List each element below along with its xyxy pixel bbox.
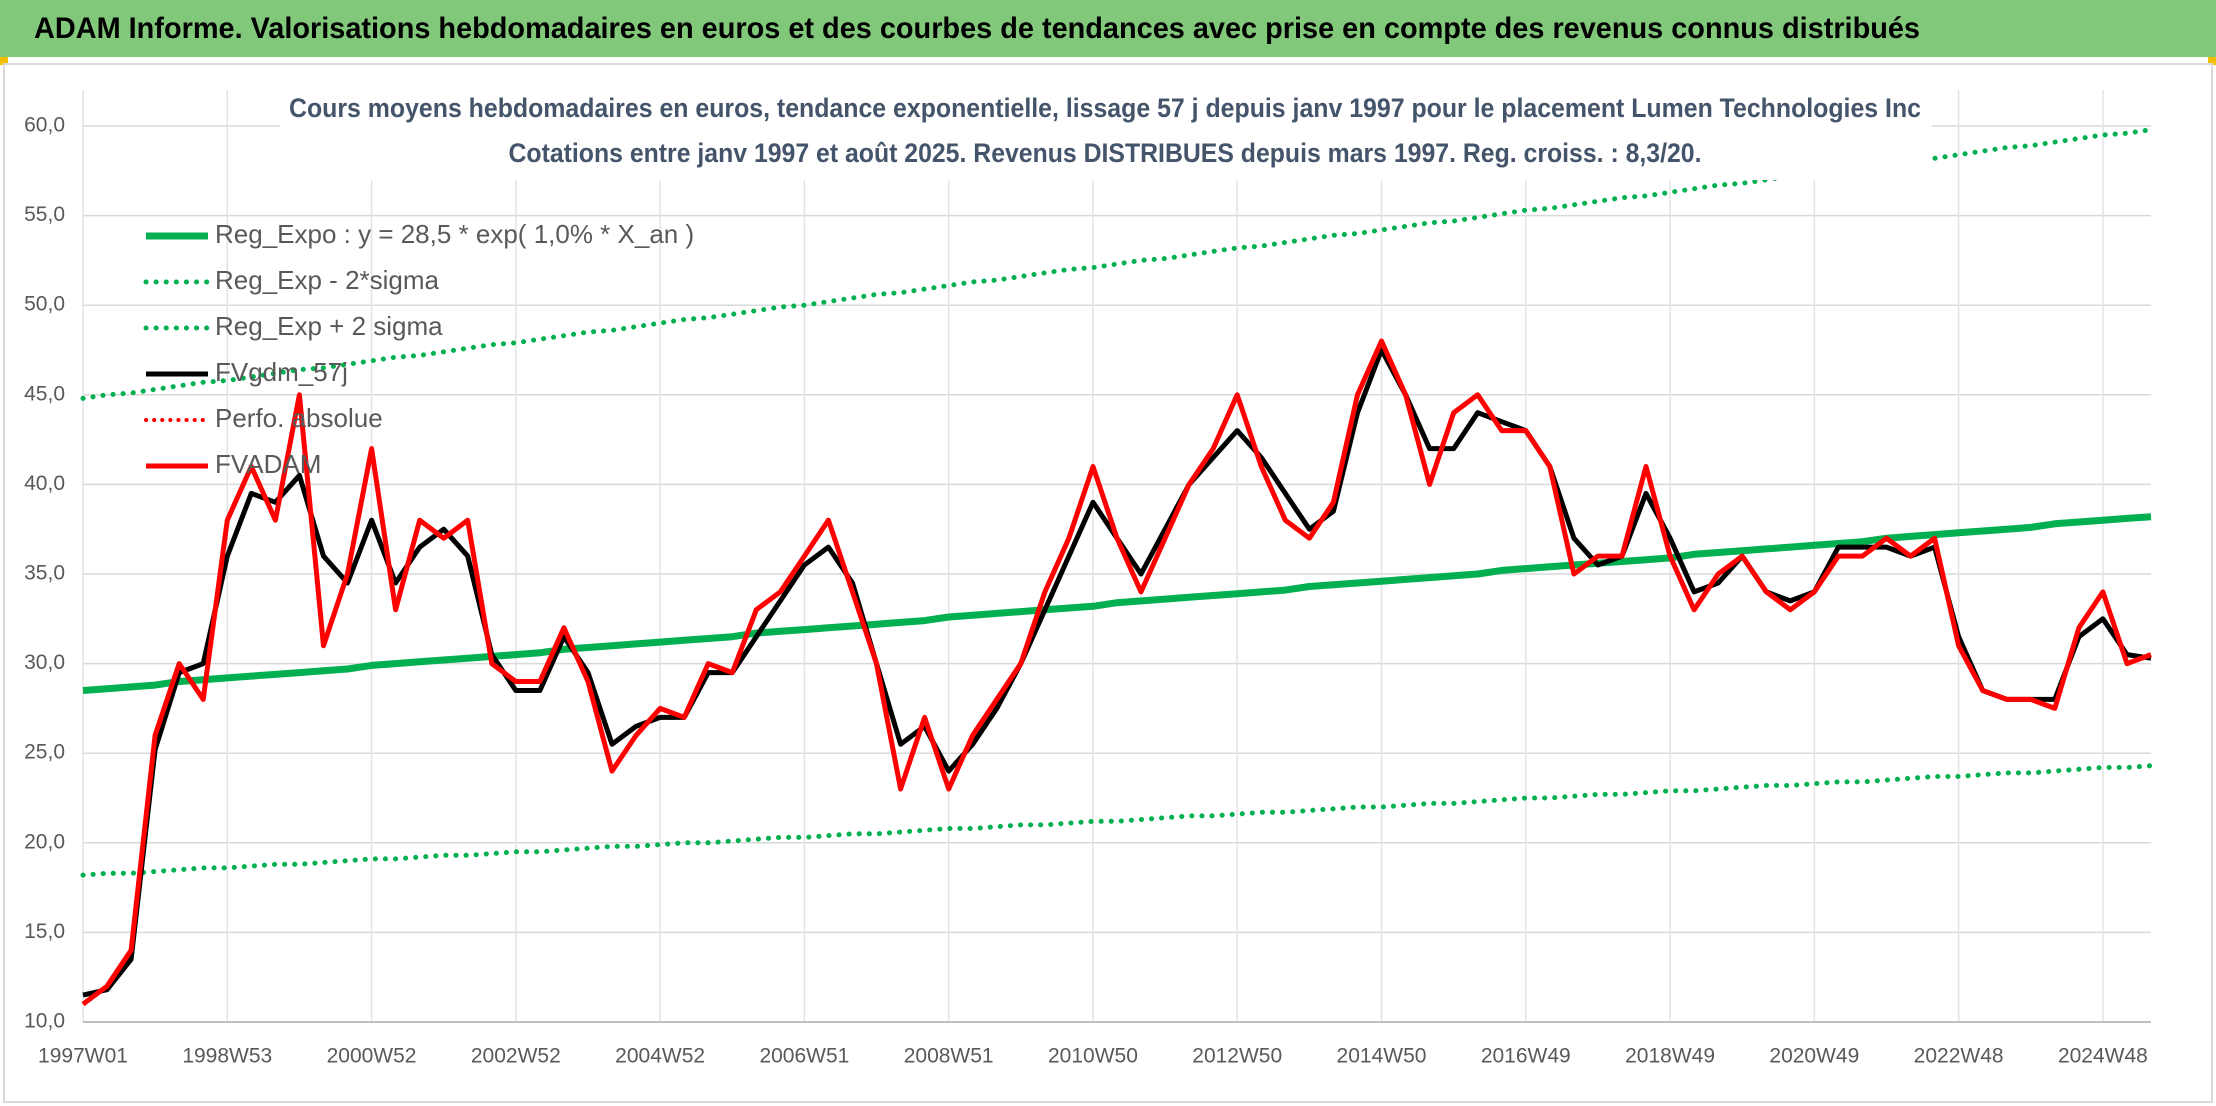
series-line [80,763,2154,878]
series-layer [80,127,2154,1007]
corner [2208,57,2216,65]
x-tick-label: 2024W48 [2058,1045,2148,1068]
x-tick-label: 2000W52 [327,1045,417,1068]
y-tick-label: 40,0 [24,472,65,495]
chart-subtitle: Cotations entre janv 1997 et août 2025. … [509,138,1702,168]
x-tick-label: 2022W48 [1914,1045,2004,1068]
x-tick-label: 2014W50 [1337,1045,1427,1068]
page-title: ADAM Informe. Valorisations hebdomadaire… [34,12,1920,45]
x-tick-label: 2008W51 [904,1045,994,1068]
x-tick-label: 2016W49 [1481,1045,1571,1068]
y-tick-label: 25,0 [24,741,65,764]
x-tick-label: 2002W52 [471,1045,561,1068]
x-tick-label: 2010W50 [1048,1045,1138,1068]
y-tick-label: 50,0 [24,293,65,316]
x-tick-label: 2006W51 [759,1045,849,1068]
grid: 10,0 15,0 20,0 25,0 30,0 35,0 40,0 45,0 50,0 55,0… [24,90,2151,1068]
legend-label: Reg_Exp + 2 sigma [215,311,443,341]
y-tick-label: 30,0 [24,651,65,674]
legend: Reg_Expo : y = 28,5 * exp( 1,0% * X_an )… [143,219,694,479]
x-tick-label: 1997W01 [38,1045,128,1068]
y-tick-label: 15,0 [24,920,65,943]
chart-frame [3,63,2213,1103]
x-tick-label: 2004W52 [615,1045,705,1068]
legend-label: FVgdm_57j [215,357,348,387]
y-tick-label: 35,0 [24,562,65,585]
title-box [280,86,1932,180]
legend-label: Reg_Expo : y = 28,5 * exp( 1,0% * X_an ) [215,219,694,249]
x-tick-label: 1998W53 [182,1045,272,1068]
series-line [82,347,2152,998]
legend-label: Reg_Exp - 2*sigma [215,265,440,295]
x-tick-label: 2020W49 [1769,1045,1859,1068]
series-line [81,338,2152,1007]
corner [0,57,8,65]
y-tick-label: 20,0 [24,830,65,853]
header-band [0,0,2216,57]
legend-label: Perfo. absolue [215,403,383,433]
x-tick-label: 2018W49 [1625,1045,1715,1068]
y-tick-label: 55,0 [24,203,65,226]
x-tick-label: 2012W50 [1192,1045,1282,1068]
chart-title: Cours moyens hebdomadaires en euros, ten… [289,93,1921,123]
legend-label: FVADAM [215,449,321,479]
y-tick-label: 60,0 [24,114,65,137]
series-line [82,513,2152,694]
y-tick-label: 45,0 [24,382,65,405]
y-tick-label: 10,0 [24,1010,65,1033]
